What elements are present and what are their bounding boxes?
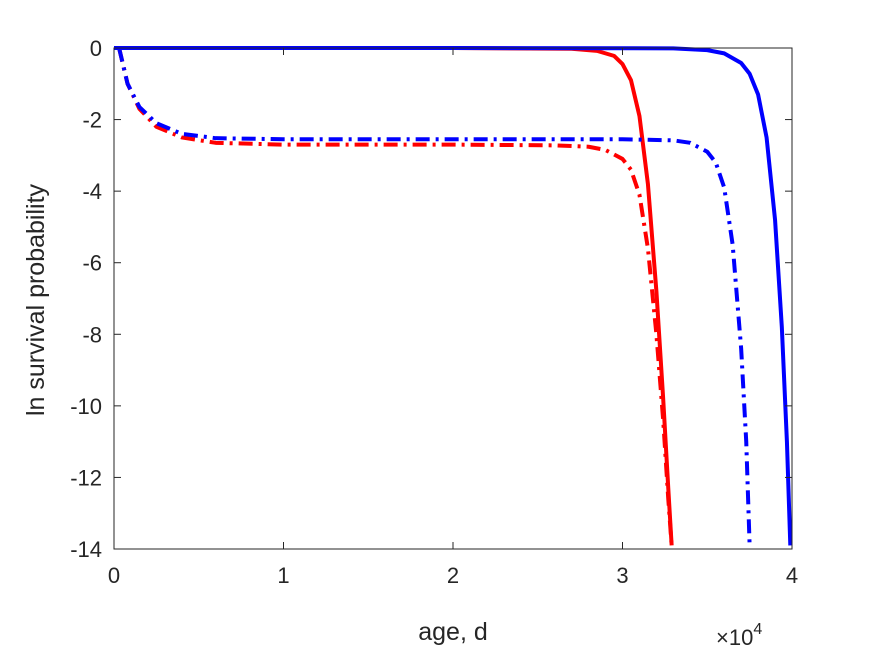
- plot-area: [114, 48, 792, 549]
- y-tick-label: -4: [82, 179, 102, 204]
- y-axis-label: ln survival probability: [22, 183, 50, 416]
- x-exponent-base: 10: [729, 625, 753, 650]
- x-tick-label: 4: [786, 563, 798, 588]
- y-tick-label: -6: [82, 251, 102, 276]
- x-tick-label: 3: [616, 563, 628, 588]
- x-tick-label: 0: [108, 563, 120, 588]
- x-exponent-label: ×104: [716, 621, 762, 650]
- y-tick-label: -12: [70, 465, 102, 490]
- y-tick-label: -2: [82, 108, 102, 133]
- x-exponent-times: ×: [716, 625, 729, 650]
- x-tick-label: 2: [447, 563, 459, 588]
- y-tick-label: 0: [90, 36, 102, 61]
- tick-layer: 0 1 2 3 4 0 -2 -4 -6 -8 -10 -12 -14: [70, 36, 798, 588]
- series-line-4: [117, 47, 752, 546]
- series-line-2: [117, 47, 674, 546]
- x-exponent-power: 4: [753, 621, 762, 638]
- x-tick-label: 1: [277, 563, 289, 588]
- y-tick-label: -14: [70, 537, 102, 562]
- x-axis-label: age, d: [418, 618, 488, 646]
- y-tick-label: -8: [82, 322, 102, 347]
- y-tick-label: -10: [70, 394, 102, 419]
